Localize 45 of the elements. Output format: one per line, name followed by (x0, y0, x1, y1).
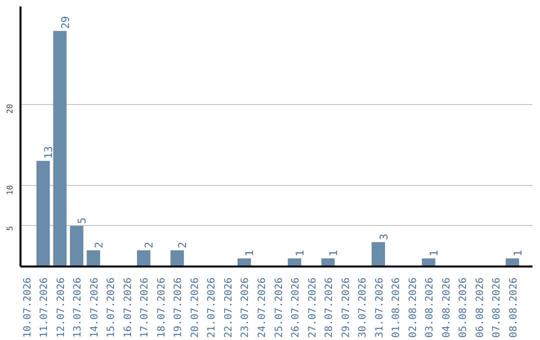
x-tick-label: 29.07.2026 (340, 277, 352, 338)
x-tick-label: 16.07.2026 (122, 277, 134, 338)
data-label: 1 (243, 250, 256, 256)
x-tick-label: 27.07.2026 (307, 277, 318, 338)
y-tick-label: 10 (6, 185, 14, 195)
data-label: 2 (142, 242, 156, 248)
x-tick-label: 28.07.2026 (324, 277, 336, 338)
data-label: 13 (42, 146, 56, 159)
x-tick-label: 17.07.2026 (140, 277, 151, 338)
x-tick-label: 31.07.2026 (374, 277, 386, 338)
x-tick-label: 14.07.2026 (89, 277, 100, 338)
x-tick-label: 02.08.2026 (408, 277, 419, 338)
x-tick-label: 30.07.2026 (358, 277, 369, 338)
data-label: 3 (377, 234, 390, 240)
data-label: 2 (176, 242, 190, 248)
data-label: 2 (92, 242, 106, 248)
x-tick-label: 03.08.2026 (424, 277, 436, 338)
data-label: 5 (76, 217, 89, 224)
data-label: 1 (428, 250, 441, 256)
x-tick-label: 23.07.2026 (240, 277, 252, 338)
x-tick-label: 18.07.2026 (156, 277, 168, 338)
x-tick-label: 21.07.2026 (206, 277, 218, 338)
x-tick-label: 01.08.2026 (391, 277, 402, 338)
x-tick-label: 07.08.2026 (492, 277, 503, 338)
x-tick-label: 04.08.2026 (441, 277, 452, 338)
x-tick-label: 05.08.2026 (458, 277, 470, 338)
x-tick-label: 25.07.2026 (274, 277, 285, 338)
x-tick-label: 08.08.2026 (508, 277, 520, 338)
x-tick-label: 19.07.2026 (173, 277, 184, 338)
x-tick-label: 15.07.2026 (106, 277, 118, 338)
data-label: 1 (327, 250, 340, 256)
y-tick-label: 20 (6, 104, 14, 114)
x-tick-label: 22.07.2026 (223, 277, 234, 338)
y-tick-label: 5 (6, 226, 14, 231)
x-tick-label: 10.07.2026 (22, 277, 34, 338)
x-tick-label: 06.08.2026 (474, 277, 486, 338)
data-label: 1 (294, 250, 307, 256)
x-tick-label: 26.07.2026 (290, 277, 302, 338)
x-tick-label: 12.07.2026 (56, 277, 67, 338)
data-label: 1 (511, 250, 524, 256)
x-tick-label: 24.07.2026 (257, 277, 268, 338)
x-tick-label: 11.07.2026 (39, 277, 50, 338)
x-tick-label: 13.07.2026 (72, 277, 84, 338)
x-tick-label: 20.07.2026 (190, 277, 201, 338)
data-label: 29 (58, 16, 72, 29)
